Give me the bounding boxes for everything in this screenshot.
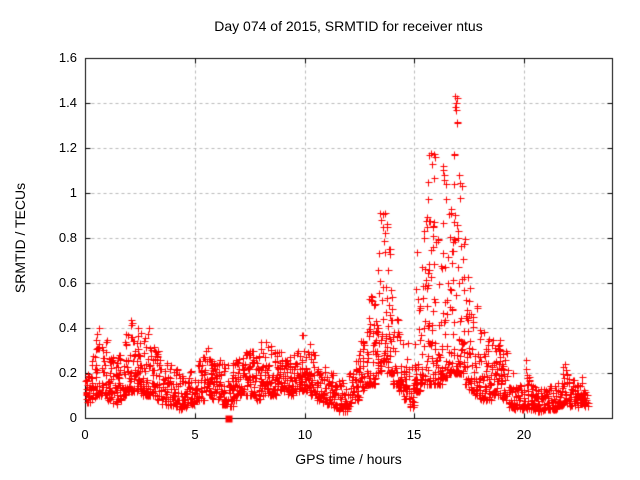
y-tick-label-8: 1.6 — [58, 50, 77, 65]
y-tick-label-6: 1.2 — [58, 140, 77, 155]
x-tick-label-3: 15 — [406, 427, 422, 442]
y-tick-label-0: 0 — [69, 410, 77, 425]
x-tick-label-2: 10 — [297, 427, 313, 442]
y-tick-label-3: 0.6 — [58, 275, 77, 290]
y-tick-label-2: 0.4 — [58, 320, 77, 335]
x-tick-label-0: 0 — [81, 427, 89, 442]
y-tick-label-7: 1.4 — [58, 95, 77, 110]
chart-title: Day 074 of 2015, SRMTID for receiver ntu… — [214, 18, 483, 34]
x-tick-label-4: 20 — [516, 427, 532, 442]
y-tick-label-1: 0.2 — [58, 365, 77, 380]
x-tick-label-1: 5 — [191, 427, 199, 442]
y-tick-label-5: 1 — [69, 185, 77, 200]
x-axis-label: GPS time / hours — [295, 451, 402, 467]
y-tick-label-4: 0.8 — [58, 230, 77, 245]
